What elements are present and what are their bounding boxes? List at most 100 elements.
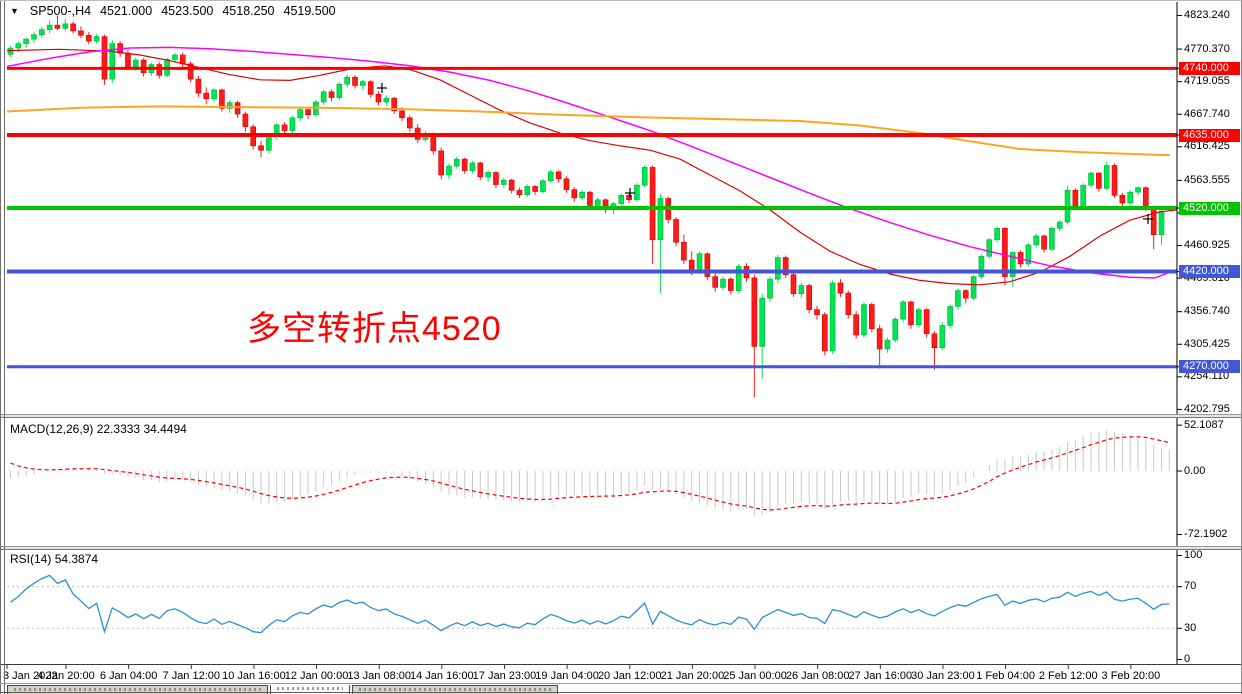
bullish-candle <box>1080 184 1087 208</box>
bearish-candle <box>367 81 374 95</box>
tab-strip-border <box>0 683 1242 684</box>
bearish-candle <box>477 162 484 178</box>
bearish-candle <box>555 171 562 180</box>
time-axis-label: 21 Jan 20:00 <box>660 670 725 682</box>
tab-text-clipped <box>277 687 343 690</box>
bearish-candle <box>219 89 225 109</box>
bearish-candle <box>1150 207 1157 235</box>
bearish-candle <box>728 278 734 291</box>
bearish-candle <box>438 150 444 176</box>
window-frame-left-inner <box>4 0 5 694</box>
bearish-candle <box>328 91 335 98</box>
price-axis-label: 4460.925 <box>1184 239 1230 252</box>
time-axis-label: 19 Jan 04:00 <box>535 670 599 682</box>
close-value: 4519.500 <box>283 4 336 18</box>
bearish-candle <box>876 328 883 350</box>
rsi-line <box>10 574 1170 634</box>
tab-text-clipped <box>359 688 551 691</box>
time-axis-label: 14 Jan 16:00 <box>410 670 474 682</box>
bearish-candle <box>751 277 758 347</box>
bullish-candle <box>735 266 742 291</box>
bullish-candle <box>1056 221 1063 229</box>
bearish-candle <box>508 179 515 191</box>
price-axis-label: 4823.240 <box>1184 8 1230 21</box>
time-axis-label: 4 Jan 20:00 <box>37 670 95 682</box>
bullish-candle <box>900 301 906 320</box>
bullish-candle <box>759 297 765 347</box>
time-axis-label: 13 Jan 08:00 <box>347 670 411 682</box>
bullish-candle <box>547 171 554 182</box>
bullish-candle <box>986 239 993 257</box>
time-axis-label: 10 Jan 16:00 <box>222 670 286 682</box>
bullish-candle <box>970 276 977 299</box>
bullish-candle <box>524 186 531 195</box>
rsi-header: RSI(14) 54.3874 <box>10 552 98 566</box>
bearish-candle <box>391 97 397 112</box>
chevron-down-icon[interactable]: ▼ <box>10 6 19 16</box>
chart-tab-active[interactable] <box>270 685 350 694</box>
bearish-candle <box>516 189 523 195</box>
macd-panel-splitter[interactable] <box>0 414 1242 418</box>
chart-annotation-text[interactable]: 多空转折点4520 <box>247 310 502 348</box>
time-axis-label: 12 Jan 00:00 <box>284 670 349 682</box>
bearish-candle <box>1096 172 1102 189</box>
bullish-candle <box>634 184 640 201</box>
bearish-candle <box>140 59 147 74</box>
bearish-candle <box>868 304 875 329</box>
bullish-candle <box>720 278 726 288</box>
window-frame-left-outer <box>0 0 1 694</box>
bullish-candle <box>226 102 233 109</box>
bullish-candle <box>884 339 891 350</box>
bearish-candle <box>399 110 405 119</box>
bullish-candle <box>344 76 350 85</box>
rsi-panel-splitter[interactable] <box>0 546 1242 550</box>
rsi-label: RSI(14) <box>10 552 52 566</box>
bullish-candle <box>109 43 116 80</box>
bearish-candle <box>962 290 969 299</box>
bullish-candle <box>579 191 585 199</box>
macd-axis-label: -72.1902 <box>1184 528 1228 541</box>
bullish-candle <box>39 29 45 35</box>
chart-tab-2[interactable] <box>352 685 558 694</box>
bearish-candle <box>461 158 468 171</box>
time-axis-label: 17 Jan 23:00 <box>472 670 537 682</box>
price-axis-label: 4202.795 <box>1184 402 1230 415</box>
time-axis-label: 3 Jan 2022 <box>3 670 58 682</box>
bearish-candle <box>54 24 61 29</box>
bearish-candle <box>305 109 311 115</box>
bearish-candle <box>673 219 679 243</box>
bullish-candle <box>485 172 491 178</box>
bearish-candle <box>837 282 844 294</box>
bullish-candle <box>446 165 452 176</box>
rsi-axis-label: 70 <box>1184 580 1197 593</box>
chart-tab-1[interactable] <box>7 685 268 694</box>
slow-ma-line <box>7 105 1171 157</box>
bearish-candle <box>258 145 264 151</box>
open-value: 4521.000 <box>100 4 153 18</box>
bearish-candle <box>179 54 186 65</box>
bullish-candle <box>336 83 343 98</box>
rsi-axis-label: 0 <box>1184 653 1191 665</box>
price-axis-label: 4616.425 <box>1184 140 1230 153</box>
price-axis-label: 4770.370 <box>1184 42 1230 55</box>
time-axis-label: 26 Jan 08:00 <box>785 670 850 682</box>
bullish-candle <box>1088 172 1094 186</box>
bullish-candle <box>1158 210 1165 235</box>
time-axis-label: 7 Jan 12:00 <box>162 670 221 682</box>
bearish-candle <box>187 63 194 80</box>
bearish-candle <box>626 195 632 201</box>
bullish-candle <box>454 158 460 167</box>
macd-main-value: 22.3333 <box>96 422 141 436</box>
bullish-candle <box>892 318 899 341</box>
bearish-candle <box>704 253 711 277</box>
bearish-candle <box>814 309 820 315</box>
bullish-candle <box>469 162 476 171</box>
price-line-badge: 4270.000 <box>1179 360 1240 374</box>
macd-label: MACD(12,26,9) <box>10 422 94 436</box>
bullish-candle <box>320 91 327 103</box>
bullish-candle <box>383 97 390 103</box>
bearish-candle <box>1143 187 1149 209</box>
bearish-candle <box>712 276 719 288</box>
